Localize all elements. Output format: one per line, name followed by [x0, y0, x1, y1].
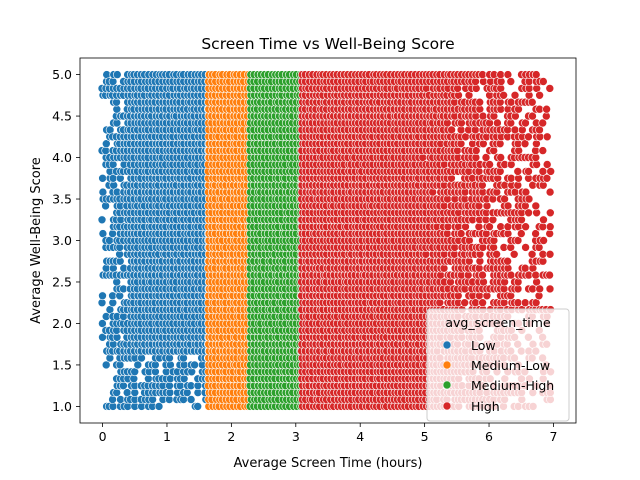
point-low: [190, 360, 199, 370]
point-low: [101, 360, 111, 370]
point-low: [98, 187, 108, 197]
point-high: [460, 298, 470, 308]
chart-title: Screen Time vs Well-Being Score: [201, 35, 454, 53]
point-low: [113, 70, 122, 79]
point-low: [154, 402, 164, 411]
point-low: [98, 319, 107, 328]
point-low: [133, 360, 143, 370]
point-low: [98, 291, 107, 301]
point-low: [186, 395, 196, 404]
point-low: [193, 402, 202, 411]
point-high: [478, 298, 487, 308]
point-high: [475, 97, 485, 107]
point-low: [102, 139, 111, 148]
point-low: [98, 174, 107, 183]
point-low: [97, 215, 107, 225]
